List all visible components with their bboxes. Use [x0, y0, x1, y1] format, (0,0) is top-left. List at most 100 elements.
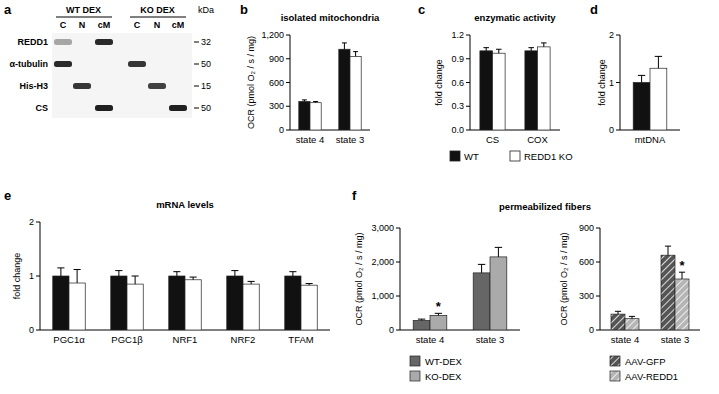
- y-axis-label: OCR (pmol O₂ / s / mg): [354, 232, 364, 325]
- bar: [430, 315, 447, 330]
- y-tick: [466, 82, 470, 83]
- error-bar: [289, 272, 296, 276]
- y-tick: [396, 330, 400, 331]
- y-tick-label: 600: [269, 78, 284, 88]
- row-label: His-H3: [19, 81, 48, 91]
- bar: [350, 56, 361, 130]
- group-underline: [56, 17, 112, 18]
- significance-mark: *: [436, 299, 442, 314]
- y-tick: [396, 296, 400, 297]
- blot-band: [95, 39, 113, 45]
- chart: fpermeabilized fibersOCR (pmol O₂ / s / …: [352, 188, 591, 382]
- y-tick: [396, 228, 400, 229]
- x-tick-label: COX: [527, 134, 548, 145]
- kda-label: 50: [201, 103, 211, 113]
- y-tick: [286, 35, 290, 36]
- bar: [675, 279, 689, 330]
- significance-mark: *: [679, 258, 685, 273]
- bar: [538, 47, 551, 130]
- error-bar: [483, 48, 489, 51]
- y-tick: [596, 262, 600, 263]
- bar: [285, 276, 301, 330]
- y-tick-label: 0: [589, 325, 594, 335]
- y-tick-label: 900: [579, 223, 594, 233]
- kda-label: 32: [201, 37, 211, 47]
- y-tick: [36, 276, 40, 277]
- bar: [310, 103, 321, 130]
- bar: [413, 320, 430, 330]
- legend-label: WT-DEX: [425, 356, 463, 367]
- legend-label: AAV-GFP: [625, 356, 665, 367]
- bar: [633, 83, 650, 131]
- y-tick: [616, 35, 620, 36]
- plot-area: [53, 268, 317, 330]
- y-axis-label: fold change: [12, 253, 22, 300]
- y-tick-label: 1: [609, 78, 614, 88]
- panel-letter: f: [352, 188, 357, 203]
- blot-group: WT DEX: [66, 5, 101, 15]
- chart-title: enzymatic activity: [474, 12, 556, 23]
- group-underline: [130, 17, 186, 18]
- x-tick-label: state 3: [476, 334, 505, 345]
- row-label: CS: [35, 103, 48, 113]
- chart: bisolated mitochondriaOCR (pmol O₂ / s /…: [240, 2, 380, 145]
- y-tick: [616, 130, 620, 131]
- error-bar: [248, 281, 255, 284]
- y-tick: [286, 82, 290, 83]
- error-bar: [132, 276, 139, 284]
- error-bar: [57, 268, 64, 276]
- chart-title: mRNA levels: [156, 199, 214, 210]
- panel-letter: d: [590, 2, 598, 17]
- error-bar: [478, 264, 485, 273]
- bar: [227, 276, 243, 330]
- bar: [111, 276, 127, 330]
- bar: [243, 284, 259, 330]
- bar: [339, 49, 350, 130]
- blot-group: KO DEX: [140, 5, 175, 15]
- error-bar: [115, 271, 122, 276]
- panel-letter: b: [240, 2, 248, 17]
- lane-label: cM: [172, 20, 185, 30]
- plot-area: [480, 43, 550, 130]
- y-tick: [36, 330, 40, 331]
- x-tick-label: PGC1α: [53, 334, 85, 345]
- bar: [650, 68, 667, 130]
- y-tick-label: 300: [269, 101, 284, 111]
- y-tick-label: 0: [389, 325, 394, 335]
- unit-label: kDa: [198, 5, 214, 15]
- panel-letter: c: [418, 2, 425, 17]
- y-tick-label: 2: [609, 30, 614, 40]
- chart: OCR (pmol O₂ / s / mg)0300600900state 4s…: [559, 223, 700, 382]
- bar: [480, 51, 493, 130]
- error-bar: [190, 277, 197, 280]
- y-tick: [286, 106, 290, 107]
- chart-title: isolated mitochondria: [281, 12, 380, 23]
- bar: [127, 284, 143, 330]
- plot-area: [611, 246, 689, 330]
- y-tick-label: 2,000: [371, 257, 394, 267]
- y-axis-label: fold change: [597, 59, 607, 106]
- plot-area: [633, 56, 667, 130]
- bar: [53, 276, 69, 330]
- legend-swatch: [450, 151, 460, 161]
- x-tick-label: TFAM: [288, 334, 313, 345]
- bar: [185, 280, 201, 330]
- y-tick: [596, 330, 600, 331]
- y-tick-label: 600: [579, 257, 594, 267]
- chart: emRNA levelsfold change012PGC1αPGC1βNRF1…: [4, 188, 330, 345]
- x-tick-label: mtDNA: [635, 134, 666, 145]
- y-tick: [616, 82, 620, 83]
- error-bar: [231, 271, 238, 276]
- bar: [301, 285, 317, 330]
- chart: dfold change012mtDNA: [590, 2, 680, 145]
- y-tick-label: 300: [579, 291, 594, 301]
- error-bar: [665, 246, 671, 255]
- kda-label: 50: [201, 59, 211, 69]
- bar: [473, 273, 490, 330]
- blot-band: [73, 83, 91, 89]
- error-bar: [638, 75, 645, 82]
- legend-swatch: [510, 151, 520, 161]
- error-bar: [655, 56, 662, 68]
- lane-label: N: [154, 20, 161, 30]
- y-tick-label: 0.3: [451, 101, 464, 111]
